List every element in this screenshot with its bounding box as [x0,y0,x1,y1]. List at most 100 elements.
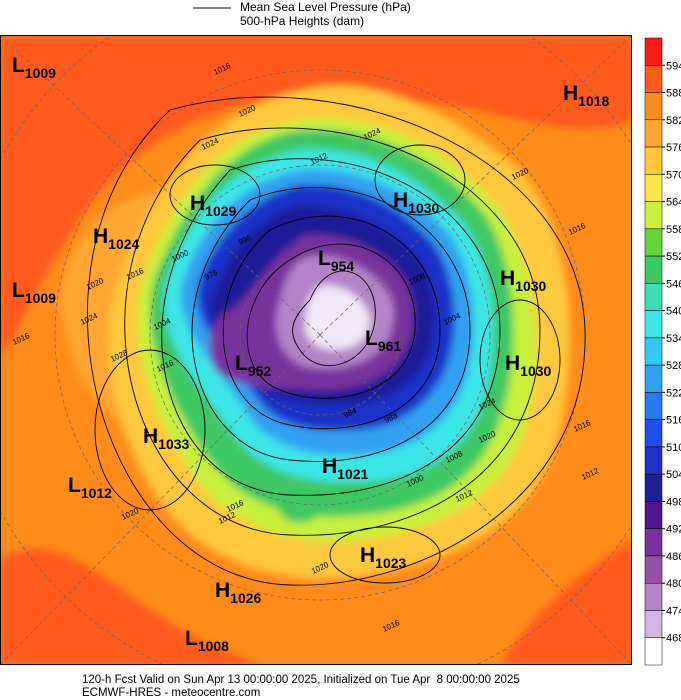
colorbar-block [644,501,663,529]
colorbar-block [644,473,663,502]
colorbar-label: 504 [666,469,681,481]
center-letter: L [68,474,81,497]
legend-heights: 500-hPa Heights (dam) [240,14,364,28]
center-value: 1026 [230,590,261,606]
center-letter: H [190,192,205,215]
colorbar-block [644,174,663,202]
center-value: 1009 [25,65,56,81]
colorbar-label: 564 [666,197,681,209]
center-value: 961 [378,338,402,354]
map-frame [0,35,632,665]
field-band [0,35,632,360]
colorbar-label: 528 [666,360,681,372]
colorbar-label: 558 [666,224,681,236]
center-value: 952 [248,363,272,379]
colorbar-label: 474 [666,605,681,617]
colorbar-label: 582 [666,115,681,127]
colorbar-block [644,364,663,393]
pressure-center: H 1030 [505,352,552,379]
pressure-center: L 1009 [12,54,56,81]
center-value: 1021 [337,466,368,482]
pressure-center: H 1018 [563,82,610,109]
center-letter: H [143,425,158,448]
colorbar-block [644,255,663,284]
center-letter: H [215,579,230,602]
colorbar-label: 570 [666,169,681,181]
center-value: 954 [331,258,355,274]
colorbar-label: 588 [666,88,681,100]
center-value: 1008 [198,638,229,654]
pressure-center: H 1030 [500,267,547,294]
colorbar-block [644,146,663,175]
center-value: 1023 [375,555,406,571]
isobars [86,96,586,586]
colorbar-block [644,446,663,475]
colorbar-label: 498 [666,496,681,508]
colorbar-block [644,392,663,420]
center-value: 1024 [108,236,139,252]
colorbar-block [644,201,663,230]
colorbar-label: 546 [666,278,681,290]
colorbar-block [644,637,663,666]
height-field [0,35,632,665]
center-letter: L [12,279,25,302]
colorbar-label: 510 [666,442,681,454]
colorbar-label: 534 [666,333,681,345]
center-letter: H [500,267,515,290]
field-band [278,487,322,523]
footer-valid: 120-h Fcst Valid on Sun Apr 13 00:00:00 … [82,674,520,686]
field-band [0,549,260,665]
colorbar-block [644,65,663,93]
colorbar-block [644,555,663,584]
center-letter: H [393,189,408,212]
center-letter: L [318,247,331,270]
colorbar-label: 540 [666,306,681,318]
legend-pressure: Mean Sea Level Pressure (hPa) [240,0,411,14]
center-letter: L [12,54,25,77]
field-band [500,540,632,665]
pressure-center: H 1030 [393,189,440,216]
center-value: 1009 [25,290,56,306]
colorbar-block [644,119,663,148]
colorbar-block [644,310,663,339]
pressure-center: H 1023 [360,544,407,571]
colorbar-block [644,228,663,257]
colorbar-block [644,37,663,66]
field-band [228,453,252,477]
pressure-center: L 961 [365,327,401,354]
colorbar-block [644,419,663,448]
colorbar-label: 594 [666,60,681,72]
colorbar-label: 516 [666,415,681,427]
pressure-center: L 1012 [68,474,112,501]
colorbar-label: 468 [666,633,681,645]
colorbar-block [644,582,663,611]
center-letter: L [365,327,378,350]
center-value: 1030 [515,278,546,294]
pressure-center: H 1029 [190,192,237,219]
center-letter: H [563,82,578,105]
colorbar-label: 552 [666,251,681,263]
pressure-center: H 1026 [215,579,262,606]
center-value: 1033 [158,436,189,452]
colorbar-block [644,283,663,311]
pressure-center: H 1033 [143,425,190,452]
center-value: 1012 [81,485,112,501]
colorbar: 594 588 582 576 570 564 558 552 546 540 534 528 522 5… [644,37,681,666]
pressure-center: H 1024 [93,225,140,252]
pressure-center: L 954 [318,247,354,274]
center-letter: L [235,352,248,375]
center-letter: H [93,225,108,248]
colorbar-block [644,92,663,121]
center-value: 1018 [578,93,609,109]
center-letter: H [360,544,375,567]
colorbar-block [644,337,663,366]
field-band [60,190,160,424]
center-value: 1029 [205,203,236,219]
colorbar-label: 492 [666,524,681,536]
colorbar-label: 480 [666,578,681,590]
center-value: 1030 [408,200,439,216]
center-letter: H [322,455,337,478]
